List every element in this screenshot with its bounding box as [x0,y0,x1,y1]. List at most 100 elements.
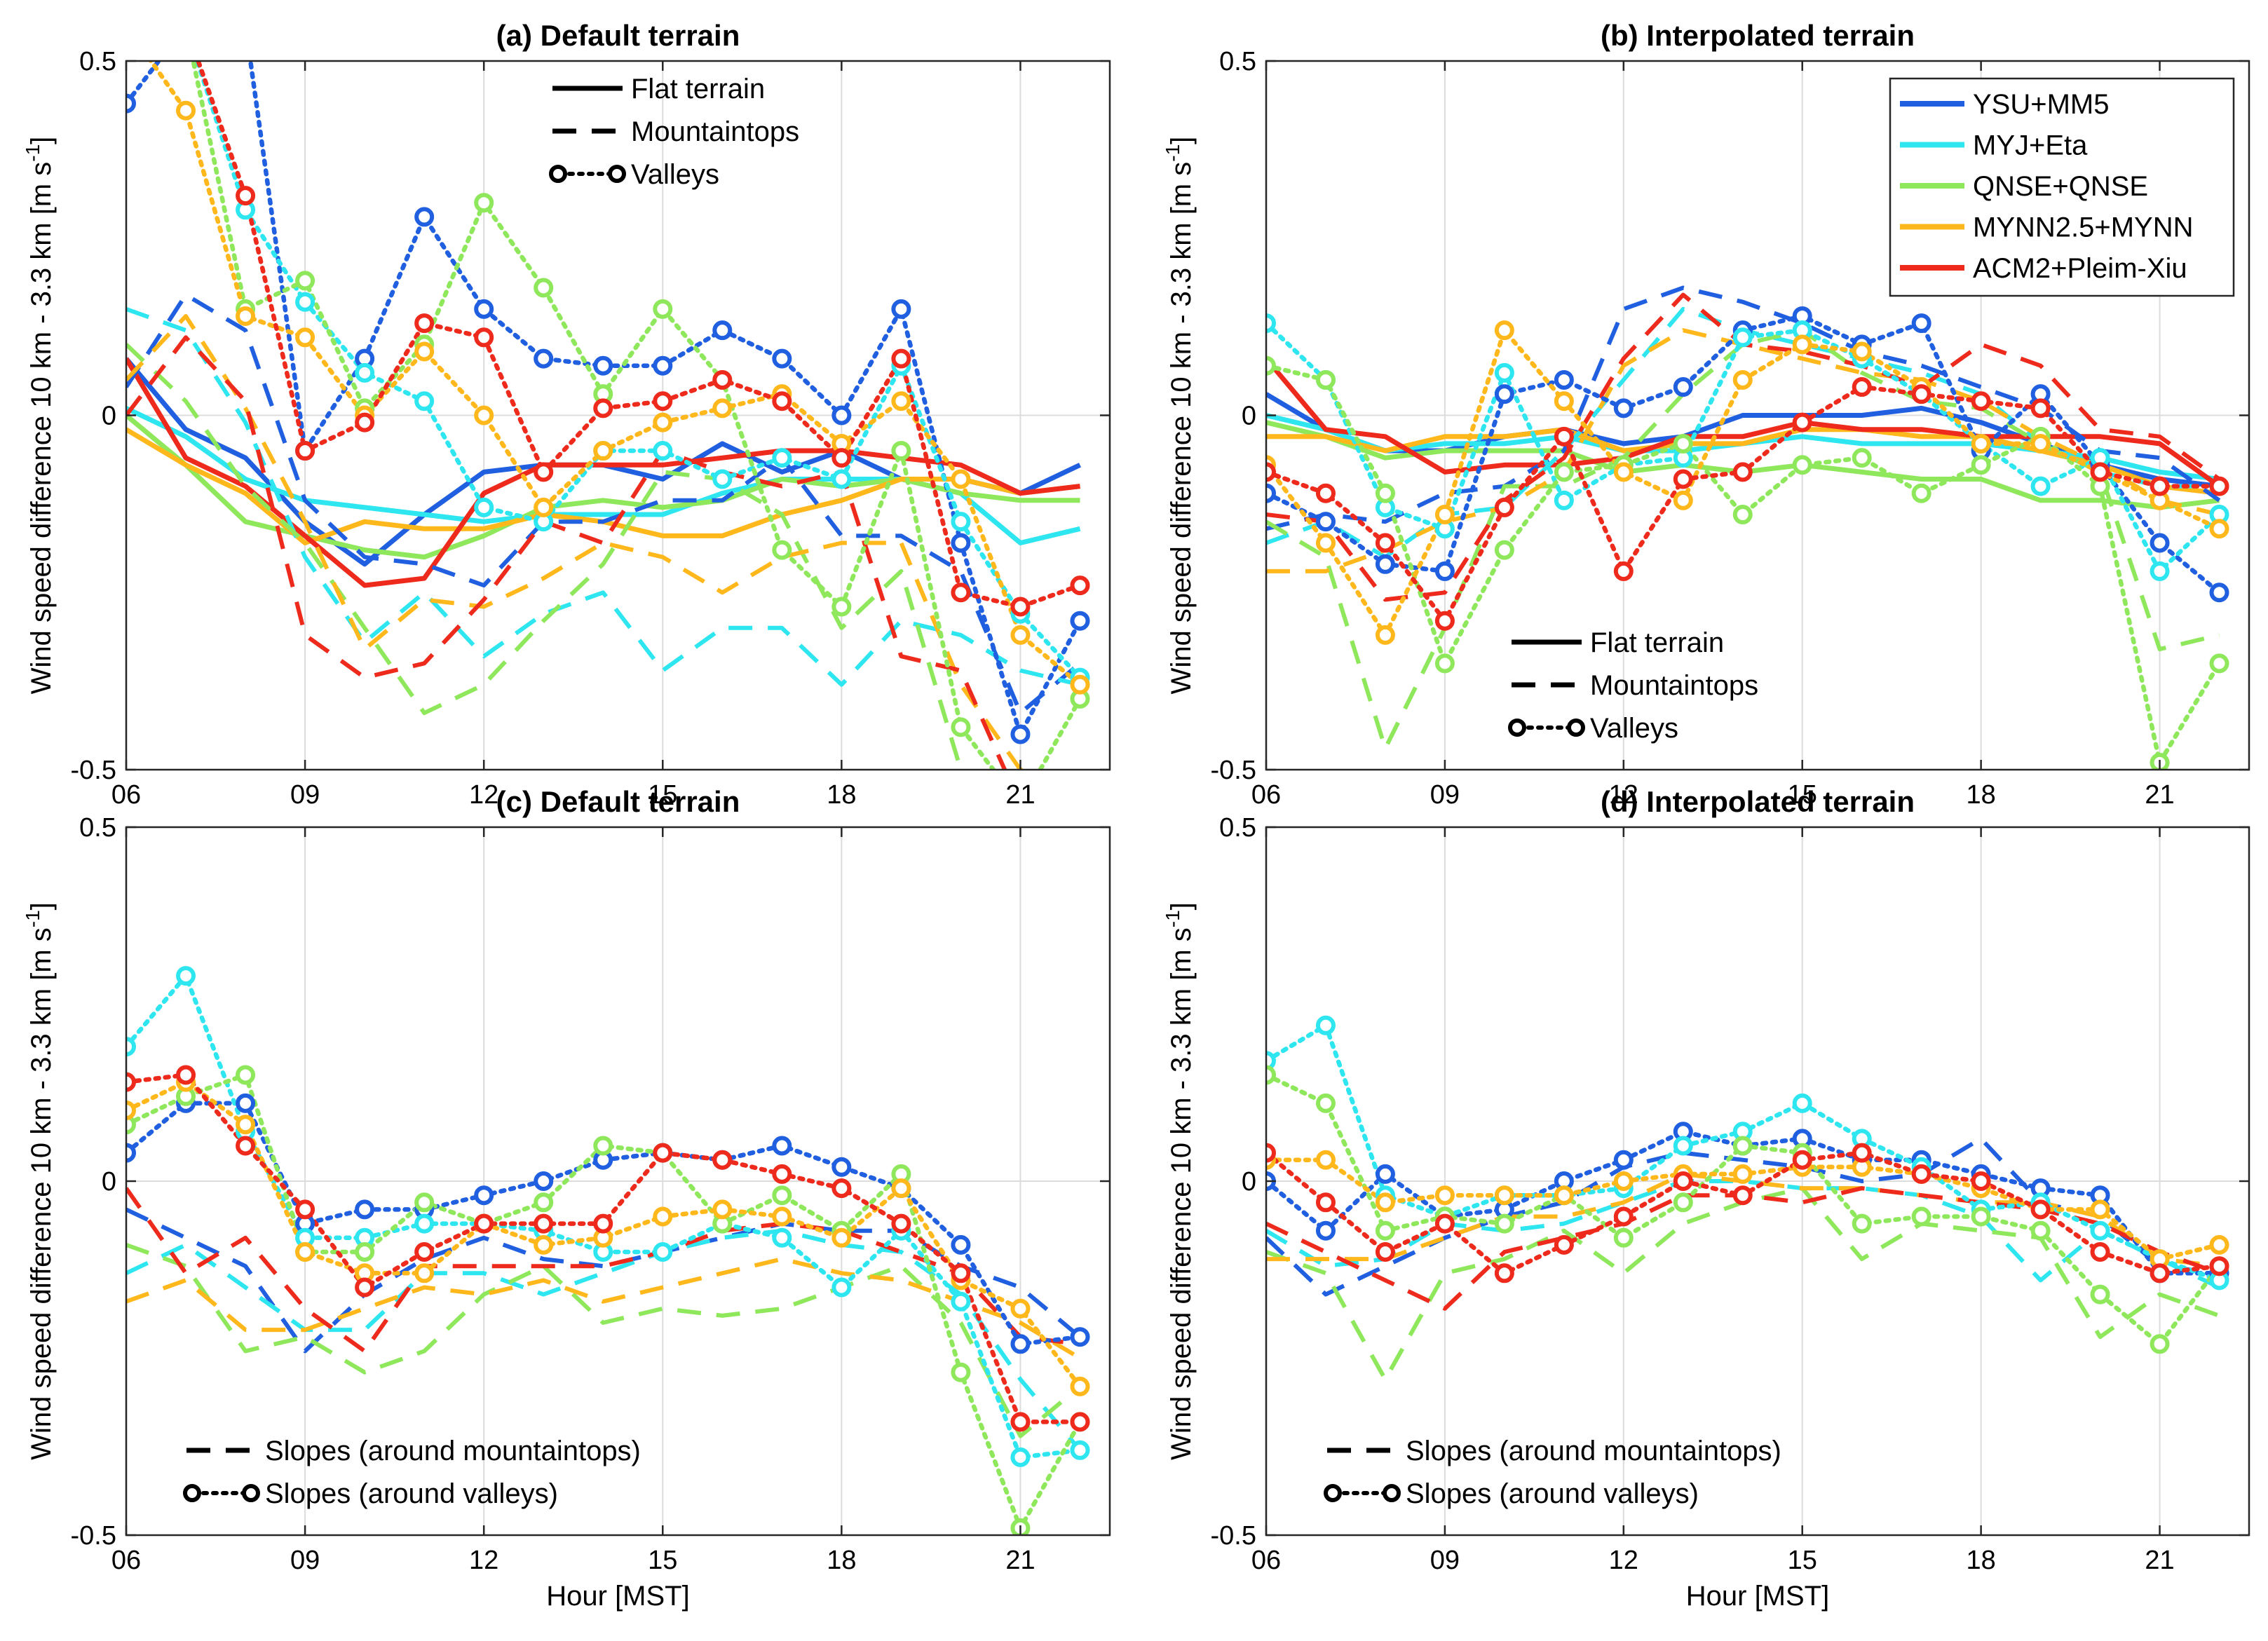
data-point-mynn2-5-mynn [236,1115,256,1135]
data-point-myj-eta [2030,476,2051,496]
data-point-acm2-pleim-xiu [534,1213,554,1234]
data-point-ysu-mm5 [712,320,733,341]
data-point-acm2-pleim-xiu [831,448,852,468]
y-axis-label: Wind speed difference 10 km - 3.3 km [m … [1162,902,1197,1460]
legend-marker [183,1484,201,1502]
data-point-qnse-qnse [1852,448,1872,468]
data-point-acm2-pleim-xiu [653,1143,673,1163]
data-point-ysu-mm5 [1613,1150,1634,1170]
data-point-qnse-qnse [1673,433,1693,454]
scheme-legend-label: QNSE+QNSE [1973,171,2148,202]
data-point-myj-eta [1494,362,1514,383]
data-point-acm2-pleim-xiu [1792,412,1812,433]
x-tick-label: 09 [1430,1546,1460,1575]
data-point-acm2-pleim-xiu [593,398,613,418]
data-point-acm2-pleim-xiu [1070,576,1090,596]
series-line-mountaintops-ysu-mm5 [126,292,1082,716]
data-point-acm2-pleim-xiu [2090,462,2110,482]
data-point-acm2-pleim-xiu [1434,611,1455,631]
y-axis-label-close: ] [1166,137,1197,144]
scheme-legend: YSU+MM5 MYJ+Eta QNSE+QNSE MYNN2.5+MYNN ACM2+… [1889,77,2235,297]
legend-label-slopes_valleys: Slopes (around valleys) [265,1478,558,1509]
legend-marker [1567,719,1585,737]
y-tick-label: 0 [1242,402,1256,431]
scheme-legend-label: MYJ+Eta [1973,130,2088,161]
scheme-legend-label: YSU+MM5 [1973,89,2110,120]
data-point-acm2-pleim-xiu [236,1136,256,1156]
data-point-mynn2-5-mynn [831,1227,852,1248]
data-point-mynn2-5-mynn [1613,462,1634,482]
data-point-myj-eta [1792,1093,1812,1113]
data-point-acm2-pleim-xiu [414,1242,435,1262]
series-line-slopes_mountaintops-mynn2-5-mynn [126,1257,1082,1361]
y-axis-label: Wind speed difference 10 km - 3.3 km [m … [1162,137,1197,695]
style-legend-d: Slopes (around mountaintops) Slopes (arou… [1324,1436,1781,1509]
data-point-acm2-pleim-xiu [1852,1143,1872,1163]
x-tick-label: 12 [469,780,498,810]
data-point-myj-eta [2090,1220,2110,1241]
data-point-qnse-qnse [653,299,673,319]
data-point-ysu-mm5 [653,355,673,376]
data-point-qnse-qnse [534,1192,554,1213]
y-axis-label-main: Wind speed difference 10 km - 3.3 km [m … [26,927,57,1460]
data-point-qnse-qnse [1375,483,1395,503]
data-point-acm2-pleim-xiu [1494,497,1514,517]
series-line-valleys-acm2-pleim-xiu [1266,384,2222,623]
data-point-ysu-mm5 [1375,1164,1395,1184]
y-tick-label: -0.5 [71,1521,116,1551]
data-point-myj-eta [831,469,852,489]
data-point-qnse-qnse [236,1065,256,1085]
data-point-acm2-pleim-xiu [295,441,315,461]
y-axis-label-exponent: -1 [22,144,43,162]
data-point-ysu-mm5 [474,299,494,319]
panel-b: 06 09 12 15 18 21 -0.5 0 0.5 (b) Interpolated ter… [1162,19,2250,810]
scheme-legend-label: ACM2+Pleim-Xiu [1973,253,2187,284]
data-point-acm2-pleim-xiu [1010,597,1031,617]
data-point-myj-eta [712,469,733,489]
data-point-acm2-pleim-xiu [831,1178,852,1199]
data-point-acm2-pleim-xiu [1971,1171,1991,1191]
data-point-ysu-mm5 [1010,1334,1031,1354]
data-point-acm2-pleim-xiu [1911,384,1931,404]
data-point-acm2-pleim-xiu [534,462,554,482]
data-point-myj-eta [1554,490,1574,510]
data-point-mynn2-5-mynn [1673,490,1693,510]
data-point-acm2-pleim-xiu [1613,561,1634,581]
data-point-acm2-pleim-xiu [712,1150,733,1170]
data-point-qnse-qnse [951,717,971,737]
data-point-mynn2-5-mynn [474,405,494,425]
x-tick-label: 21 [2145,780,2174,810]
data-point-myj-eta [126,1037,136,1057]
data-point-acm2-pleim-xiu [1070,1412,1090,1432]
data-point-mynn2-5-mynn [1434,1185,1455,1206]
legend-label-slopes_mountaintops: Slopes (around mountaintops) [1406,1436,1781,1466]
data-point-qnse-qnse [1911,1206,1931,1227]
data-point-mynn2-5-mynn [126,1101,136,1120]
data-point-mynn2-5-mynn [414,1263,435,1283]
data-point-qnse-qnse [593,1136,613,1156]
data-point-acm2-pleim-xiu [1266,462,1276,482]
data-point-ysu-mm5 [1434,561,1455,581]
series-line-slopes_mountaintops-acm2-pleim-xiu [126,1187,1080,1354]
data-point-ysu-mm5 [1375,554,1395,574]
style-legend-b: Flat terrain Mountaintops Valleys [1508,627,1758,744]
data-point-mynn2-5-mynn [891,391,911,411]
data-point-mynn2-5-mynn [534,497,554,517]
x-tick-label: 09 [290,780,320,810]
data-point-acm2-pleim-xiu [236,186,256,206]
data-point-ysu-mm5 [1315,512,1336,532]
series-line-valleys-mynn2-5-mynn [148,61,1082,687]
data-point-myj-eta [1266,313,1276,334]
data-point-mynn2-5-mynn [1315,533,1336,553]
y-axis-label-close: ] [26,902,57,910]
series-line-slopes_mountaintops-myj-eta [126,1228,1082,1452]
y-axis-label-main: Wind speed difference 10 km - 3.3 km [m … [1166,162,1197,695]
series-line-flat-acm2-pleim-xiu [1266,357,2221,489]
data-point-ysu-mm5 [2150,533,2170,553]
data-point-acm2-pleim-xiu [2209,1256,2229,1276]
x-tick-label: 09 [1430,780,1460,810]
series-line-mountaintops-ysu-mm5 [1266,285,2221,531]
data-point-acm2-pleim-xiu [1792,1150,1812,1170]
y-axis-label-main: Wind speed difference 10 km - 3.3 km [m … [1166,927,1197,1460]
data-point-myj-eta [2150,561,2170,581]
